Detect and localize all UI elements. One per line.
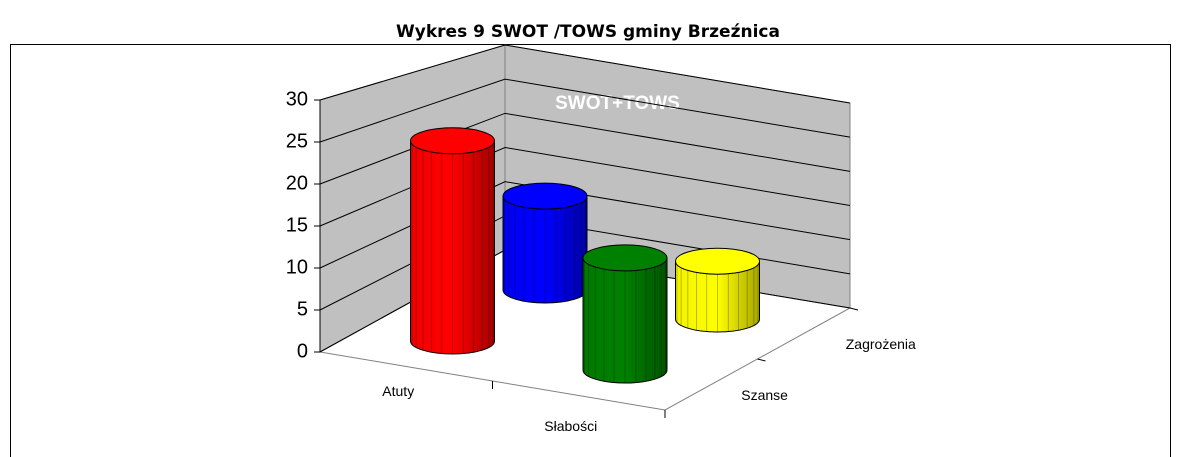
depth-tick-label: Zagrożenia: [846, 336, 916, 352]
y-tick-label: 20: [286, 172, 308, 194]
x-tick-label: Atuty: [382, 383, 414, 399]
grid-line: [319, 78, 851, 143]
cylinder-top: [675, 247, 760, 275]
y-tick-label: 25: [286, 130, 308, 152]
cylinder-top: [502, 182, 588, 210]
grid-line: [319, 44, 851, 104]
depth-tick-mark: [849, 307, 859, 311]
grid-line: [319, 181, 851, 269]
cylinder-top: [410, 127, 495, 155]
grid-line: [319, 112, 851, 185]
cylinder-shade: [675, 261, 760, 332]
plot-area: SWOT+TOWS 0 5 10 15 20 25 30 Atuty Słabości Szanse…: [286, 44, 916, 434]
cylinder-shade: [583, 257, 667, 383]
chart-title: Wykres 9 SWOT /TOWS gminy Brzeźnica: [396, 22, 780, 42]
y-tick-label: 10: [286, 256, 308, 278]
y-tick-label: 15: [286, 214, 308, 236]
chart-subtitle: SWOT+TOWS: [555, 93, 680, 114]
x-tick-label: Słabości: [544, 418, 597, 434]
y-tick-label: 5: [297, 298, 308, 320]
y-tick-label: 0: [297, 340, 308, 362]
cylinder-top: [582, 244, 668, 272]
cylinder-shade: [503, 196, 587, 303]
y-tick-label: 30: [286, 88, 308, 110]
depth-tick-mark: [757, 358, 766, 362]
cylinder-shade: [410, 140, 495, 354]
grid-line: [319, 146, 851, 227]
depth-tick-label: Szanse: [741, 387, 788, 403]
chart-frame: [10, 44, 1171, 457]
